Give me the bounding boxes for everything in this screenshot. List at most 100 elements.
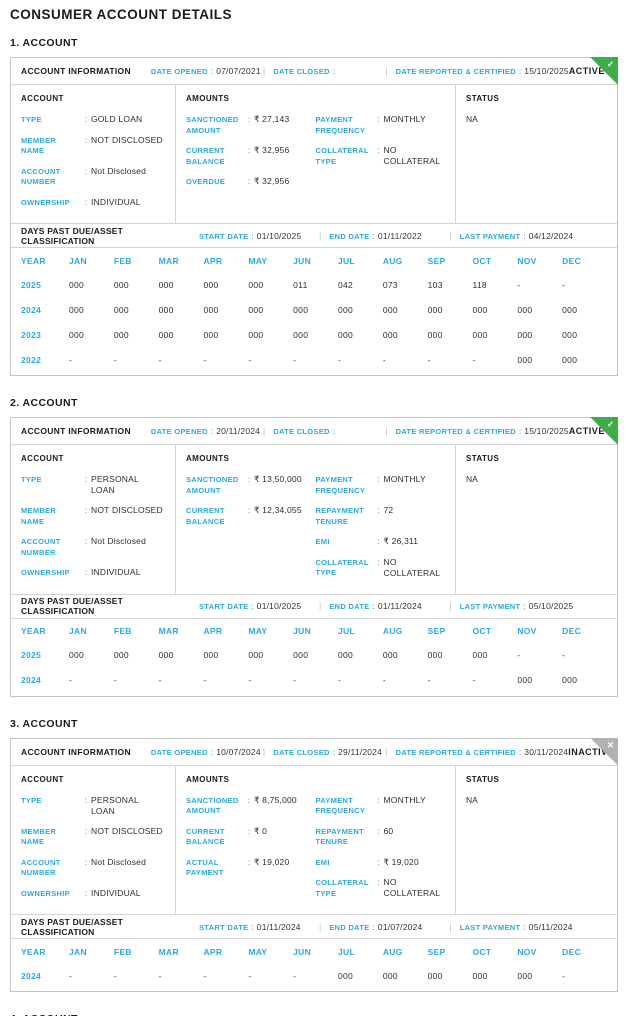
dpd-last-payment-group: LAST PAYMENT : 05/10/2025 bbox=[459, 601, 574, 612]
dpd-end-date-group: END DATE : 01/07/2024 bbox=[329, 921, 423, 932]
dpd-value-cell: 073 bbox=[382, 279, 398, 290]
dpd-value-cell: - bbox=[158, 970, 162, 981]
field-row: OVERDUE : ₹ 32,956 bbox=[186, 176, 290, 186]
month-column-header: MAY bbox=[248, 626, 268, 637]
dpd-year-cell: 2024 bbox=[21, 304, 42, 315]
field-label: EMI bbox=[315, 537, 330, 546]
field-value: INDIVIDUAL bbox=[91, 196, 141, 207]
amounts-column: AMOUNTS SANCTIONED AMOUNT : ₹ 27,143 CUR… bbox=[176, 85, 456, 223]
field-value: Not Disclosed bbox=[91, 536, 147, 547]
dpd-divider: | bbox=[449, 230, 452, 241]
field-label: PAYMENT FREQUENCY bbox=[315, 475, 366, 495]
field-label: OWNERSHIP bbox=[21, 568, 70, 578]
dpd-value-cell: - bbox=[293, 354, 297, 365]
field-value: INDIVIDUAL bbox=[91, 887, 141, 898]
dpd-value-cell: - bbox=[113, 675, 117, 686]
field-label: CURRENT BALANCE bbox=[186, 826, 225, 847]
dpd-value-cell: 000 bbox=[203, 279, 219, 290]
end-date-value: 01/11/2024 bbox=[377, 601, 422, 612]
dpd-value-cell: 000 bbox=[337, 970, 354, 981]
amounts-fields-left: SANCTIONED AMOUNT : ₹ 13,50,000 CURRENT … bbox=[186, 474, 316, 588]
dpd-value-cell: 000 bbox=[69, 650, 85, 661]
month-column-header: JAN bbox=[69, 946, 87, 957]
account-column: ACCOUNT TYPE : PERSONAL LOAN MEMBER NAME… bbox=[11, 445, 176, 594]
dpd-value-cell: 000 bbox=[158, 279, 174, 290]
dpd-value-cell: 000 bbox=[337, 304, 354, 315]
amounts-column-header: AMOUNTS bbox=[186, 774, 230, 784]
dpd-data-row: 2024 - - - - - - - - - - 000 000 bbox=[21, 668, 607, 693]
date-closed-label: DATE CLOSED bbox=[273, 747, 330, 757]
amounts-fields-left: SANCTIONED AMOUNT : ₹ 8,75,000 CURRENT B… bbox=[186, 795, 316, 909]
dpd-last-payment-group: LAST PAYMENT : 05/11/2024 bbox=[459, 921, 573, 932]
status-ribbon-icon: ✓ bbox=[606, 59, 614, 69]
dpd-value-cell: 000 bbox=[517, 354, 533, 365]
field-value: NO COLLATERAL bbox=[383, 145, 441, 167]
dpd-section-header: DAYS PAST DUE/ASSET CLASSIFICATION START… bbox=[11, 223, 617, 248]
dpd-value-cell: - bbox=[158, 354, 162, 365]
dpd-value-cell: 118 bbox=[472, 279, 487, 290]
dpd-value-cell: - bbox=[472, 675, 476, 686]
dpd-section-header: DAYS PAST DUE/ASSET CLASSIFICATION START… bbox=[11, 914, 617, 940]
field-row: PAYMENT FREQUENCY : MONTHLY bbox=[315, 114, 426, 135]
dpd-value-cell: 000 bbox=[113, 279, 129, 290]
month-column-header: OCT bbox=[472, 255, 492, 266]
header-divider: | bbox=[262, 746, 266, 757]
dpd-value-cell: 000 bbox=[427, 650, 443, 661]
field-label: COLLATERAL TYPE bbox=[315, 878, 369, 898]
amounts-fields-right: PAYMENT FREQUENCY : MONTHLY REPAYMENT TE… bbox=[316, 795, 446, 909]
card-details: ACCOUNT TYPE : PERSONAL LOAN MEMBER NAME… bbox=[11, 765, 617, 992]
account-block: 4. ACCOUNT ACCOUNT INFORMATION DATE OPEN… bbox=[10, 1013, 618, 1016]
last-payment-value: 05/11/2024 bbox=[528, 921, 573, 932]
field-value: PERSONAL LOAN bbox=[91, 794, 139, 816]
dpd-value-cell: 000 bbox=[69, 279, 85, 290]
account-section-title: 2. ACCOUNT bbox=[10, 397, 78, 409]
month-column-header: AUG bbox=[382, 255, 403, 266]
field-label: OWNERSHIP bbox=[21, 197, 70, 207]
dpd-value-cell: 000 bbox=[293, 304, 309, 315]
dpd-value-cell: - bbox=[69, 970, 73, 981]
status-value: NA bbox=[466, 114, 478, 124]
status-badge: ACTIVE bbox=[568, 426, 605, 436]
end-date-value: 01/07/2024 bbox=[377, 921, 423, 932]
account-section-title: 3. ACCOUNT bbox=[10, 717, 78, 730]
dpd-value-cell: 000 bbox=[337, 329, 354, 340]
field-label: PAYMENT FREQUENCY bbox=[315, 115, 366, 135]
field-value: GOLD LOAN bbox=[91, 114, 143, 124]
field-row: SANCTIONED AMOUNT : ₹ 27,143 bbox=[186, 114, 290, 135]
date-opened-value: 20/11/2024 bbox=[216, 426, 261, 436]
dpd-data-row: 2023 000 000 000 000 000 000 000 000 000 000 000 00… bbox=[21, 322, 607, 347]
month-column-header: NOV bbox=[517, 255, 537, 266]
dpd-rows: 2024 - - - - - - 000 000 000 000 000 - bbox=[21, 963, 607, 988]
dpd-year-cell: 2025 bbox=[21, 650, 42, 661]
account-column-header: ACCOUNT bbox=[21, 454, 64, 463]
dpd-value-cell: 000 bbox=[382, 304, 398, 315]
field-row: OWNERSHIP : INDIVIDUAL bbox=[21, 567, 141, 578]
start-date-label: START DATE bbox=[199, 602, 249, 612]
month-column-header: OCT bbox=[472, 946, 492, 957]
account-card: ACCOUNT INFORMATION DATE OPENED : 07/07/… bbox=[10, 57, 618, 376]
dpd-value-cell: 000 bbox=[562, 675, 578, 686]
dpd-value-cell: - bbox=[248, 970, 252, 981]
status-badge: ACTIVE bbox=[568, 66, 605, 76]
month-column-header: DEC bbox=[562, 255, 582, 266]
last-payment-value: 05/10/2025 bbox=[528, 601, 574, 612]
date-closed-group: DATE CLOSED : bbox=[273, 426, 336, 436]
amounts-column-header: AMOUNTS bbox=[186, 94, 230, 103]
account-info-row: ACCOUNT TYPE : PERSONAL LOAN MEMBER NAME… bbox=[11, 445, 617, 594]
dpd-value-cell: 000 bbox=[158, 329, 174, 340]
field-row: COLLATERAL TYPE : NO COLLATERAL bbox=[316, 557, 446, 579]
dpd-value-cell: 000 bbox=[472, 650, 488, 661]
amounts-fields-right: PAYMENT FREQUENCY : MONTHLY COLLATERAL T… bbox=[316, 114, 446, 197]
month-column-header: JAN bbox=[69, 626, 87, 637]
month-column-header: FEB bbox=[113, 626, 132, 637]
account-block: 2. ACCOUNT ACCOUNT INFORMATION DATE OPEN… bbox=[10, 397, 618, 697]
dpd-value-cell: - bbox=[248, 354, 252, 365]
dpd-value-cell: - bbox=[337, 675, 342, 686]
month-column-header: MAY bbox=[248, 946, 268, 957]
dpd-value-cell: 000 bbox=[517, 970, 533, 981]
account-block: 1. ACCOUNT ACCOUNT INFORMATION DATE OPEN… bbox=[10, 37, 618, 376]
dpd-value-cell: 000 bbox=[562, 354, 578, 365]
field-label: TYPE bbox=[21, 795, 42, 805]
field-row: CURRENT BALANCE : ₹ 0 bbox=[186, 825, 268, 847]
end-date-label: END DATE bbox=[329, 231, 370, 241]
